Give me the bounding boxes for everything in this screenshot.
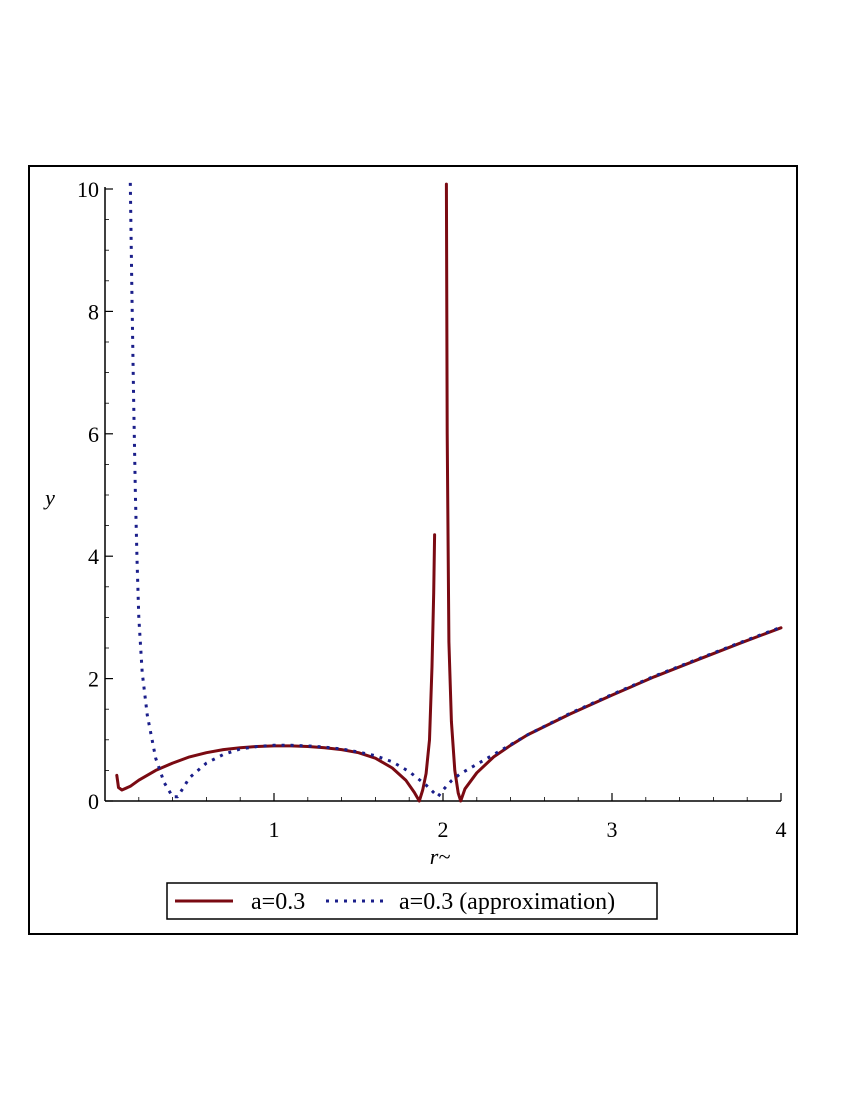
series-layer	[115, 182, 783, 803]
legend-entry-2: a=0.3 (approximation)	[399, 889, 615, 915]
series-line-1-segment-2	[444, 182, 783, 803]
legend-entry-1: a=0.3	[251, 889, 305, 915]
chart-frame	[28, 165, 798, 935]
legend-box	[166, 882, 658, 920]
y-tick-label: 10	[77, 177, 99, 202]
x-tick-label: 2	[438, 817, 449, 842]
y-tick-label: 2	[88, 667, 99, 692]
y-tick-label: 4	[88, 544, 99, 569]
x-tick-label: 3	[607, 817, 618, 842]
y-axis-label: y	[43, 485, 55, 510]
legend: a=0.3 a=0.3 (approximation)	[166, 882, 658, 920]
axes: 1 2 3 4 0 2 4 6 8 10	[77, 177, 787, 842]
series-line-2	[128, 182, 782, 799]
series-line-1	[115, 533, 437, 803]
x-axis-label: r~	[430, 844, 451, 869]
x-tick-label: 1	[269, 817, 280, 842]
y-tick-label: 6	[88, 422, 99, 447]
y-tick-label: 0	[88, 789, 99, 814]
y-tick-label: 8	[88, 299, 99, 324]
x-tick-label: 4	[776, 817, 787, 842]
